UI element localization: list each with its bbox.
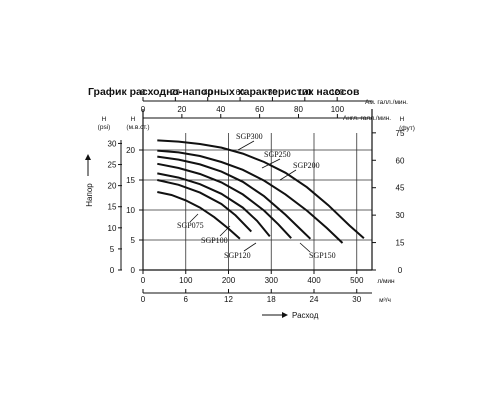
- series-line-sgp100: [157, 179, 253, 233]
- y-tick-label-psi: 30: [108, 139, 117, 148]
- x-axis-arrowhead: [282, 312, 288, 318]
- leader-line-sgp200: [279, 169, 297, 181]
- top-unit-ukgpm: Англ. галл./мин.: [343, 115, 391, 122]
- series-line-sgp300: [157, 139, 365, 239]
- x-tick-label-m3h: 0: [141, 295, 146, 304]
- y-tick-label-ft: 75: [396, 129, 405, 138]
- curve-label-sgp150: SGP150: [309, 251, 336, 260]
- leader-line-sgp075: [189, 213, 199, 223]
- leader-line-sgp300: [237, 140, 255, 151]
- series-line-sgp250: [157, 149, 344, 244]
- top-tick-label-usgpm: 120: [330, 88, 344, 97]
- x-tick-label-m3h: 24: [310, 295, 319, 304]
- series-line-sgp120: [157, 172, 271, 238]
- x-tick-label-lpm: 200: [222, 276, 236, 285]
- top-tick-label-usgpm: 60: [236, 88, 245, 97]
- psi-axis-h: H: [102, 116, 107, 123]
- y-tick-label-m: 5: [131, 236, 136, 245]
- ft-axis-unit: (фут): [399, 125, 415, 132]
- x-tick-label-m3h: 30: [352, 295, 361, 304]
- y-tick-label-psi: 5: [110, 245, 115, 254]
- y-tick-label-psi: 10: [108, 224, 117, 233]
- y-axis-arrowhead: [85, 154, 91, 160]
- m-axis-unit: (м.в.ст.): [126, 124, 149, 131]
- y-tick-label-m: 15: [126, 176, 135, 185]
- leader-line-sgp100: [219, 225, 231, 237]
- leader-line-sgp150: [299, 242, 311, 253]
- x-unit-m3h: м³/ч: [379, 297, 391, 304]
- top-tick-label-usgpm: 0: [141, 88, 146, 97]
- top-tick-label-usgpm: 100: [298, 88, 312, 97]
- y-tick-label-ft: 30: [396, 211, 405, 220]
- curve-label-sgp075: SGP075: [177, 221, 204, 230]
- x-tick-label-m3h: 18: [267, 295, 276, 304]
- y-tick-label-psi: 25: [108, 161, 117, 170]
- y-tick-label-psi: 20: [108, 182, 117, 191]
- x-tick-label-lpm: 100: [179, 276, 193, 285]
- y-tick-label-m: 20: [126, 146, 135, 155]
- series-line-sgp200: [157, 155, 312, 240]
- y-tick-label-psi: 15: [108, 203, 117, 212]
- top-tick-label-ukgpm: 100: [331, 105, 345, 114]
- x-tick-label-lpm: 300: [265, 276, 279, 285]
- y-axis-title: Напор: [85, 183, 94, 207]
- y-tick-label-m: 0: [131, 266, 136, 275]
- x-tick-label-m3h: 6: [184, 295, 189, 304]
- x-tick-label-lpm: 0: [141, 276, 146, 285]
- top-tick-label-ukgpm: 20: [177, 105, 186, 114]
- y-tick-label-ft: 0: [398, 266, 403, 275]
- x-tick-label-lpm: 400: [307, 276, 321, 285]
- top-tick-label-usgpm: 20: [171, 88, 180, 97]
- y-tick-label-ft: 15: [396, 239, 405, 248]
- x-axis-title: Расход: [292, 311, 319, 320]
- curve-label-sgp120: SGP120: [224, 251, 251, 260]
- curve-label-sgp200: SGP200: [293, 161, 320, 170]
- top-tick-label-ukgpm: 0: [141, 105, 146, 114]
- y-tick-label-ft: 60: [396, 156, 405, 165]
- m-axis-h: H: [131, 116, 136, 123]
- series-line-sgp150: [157, 162, 292, 239]
- top-tick-label-ukgpm: 40: [216, 105, 225, 114]
- top-tick-label-usgpm: 80: [268, 88, 277, 97]
- y-tick-label-ft: 45: [396, 184, 405, 193]
- top-tick-label-ukgpm: 60: [255, 105, 264, 114]
- top-unit-usgpm: Ам. галл./мин.: [365, 99, 408, 106]
- curve-label-sgp300: SGP300: [236, 132, 263, 141]
- leader-line-sgp120: [243, 242, 257, 252]
- ft-axis-h: H: [400, 116, 405, 123]
- x-unit-lpm: л/мин: [377, 278, 395, 285]
- top-tick-label-ukgpm: 80: [294, 105, 303, 114]
- chart-title: График расходно-напорных характеристик н…: [88, 86, 360, 98]
- psi-axis-unit: (psi): [98, 124, 111, 131]
- leader-line-sgp250: [261, 158, 281, 169]
- x-tick-label-lpm: 500: [350, 276, 364, 285]
- curve-label-sgp250: SGP250: [264, 150, 291, 159]
- x-tick-label-m3h: 12: [224, 295, 233, 304]
- y-tick-label-psi: 0: [110, 266, 115, 275]
- y-tick-label-m: 10: [126, 206, 135, 215]
- top-tick-label-usgpm: 40: [203, 88, 212, 97]
- series-line-sgp075: [157, 191, 241, 240]
- curve-label-sgp100: SGP100: [201, 236, 228, 245]
